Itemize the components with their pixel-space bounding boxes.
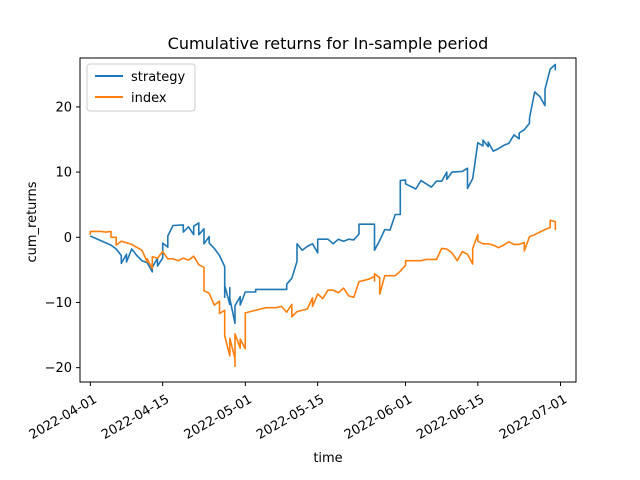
y-tick-label: 10 xyxy=(55,166,72,181)
y-axis-title: cum_returns xyxy=(25,181,40,262)
x-axis-title: time xyxy=(313,451,342,466)
legend-label-strategy: strategy xyxy=(131,70,186,85)
y-tick-label: −10 xyxy=(45,296,72,311)
legend-label-index: index xyxy=(131,91,167,106)
y-tick-label: 20 xyxy=(55,100,72,115)
legend: strategy index xyxy=(86,63,196,112)
chart-title: Cumulative returns for In-sample period xyxy=(168,34,489,53)
plot-frame xyxy=(79,57,577,383)
series-line-strategy xyxy=(89,63,557,325)
y-axis: −20 −10 0 10 20 xyxy=(45,100,80,376)
y-tick-label: −20 xyxy=(45,361,72,376)
series-line-index xyxy=(89,219,557,368)
series-lines xyxy=(89,63,557,368)
y-tick-label: 0 xyxy=(64,231,72,246)
